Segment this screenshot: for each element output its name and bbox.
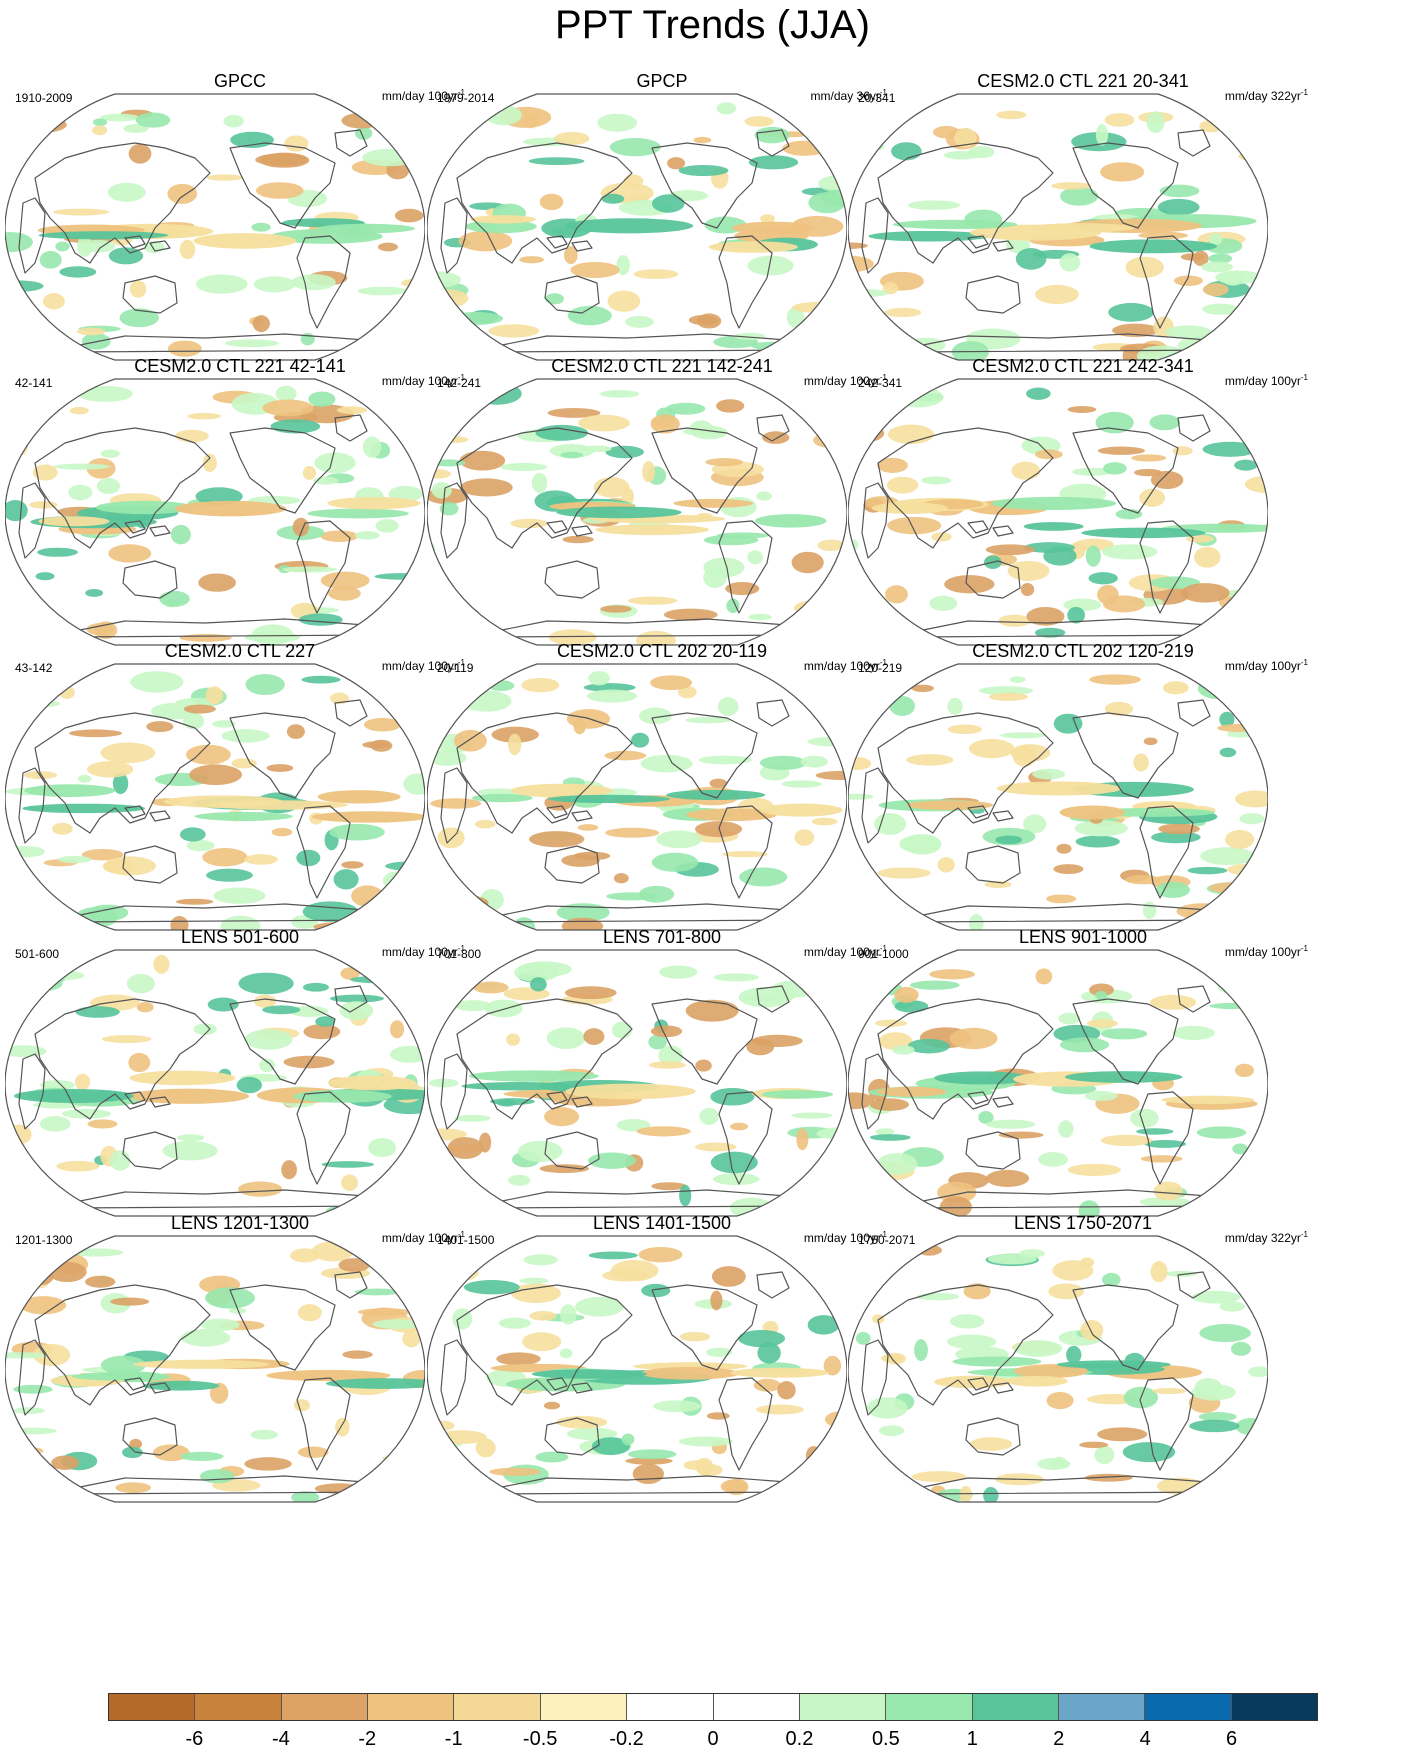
units-exponent: -1 xyxy=(1301,1230,1308,1239)
colorbar-tick-label: 0.2 xyxy=(786,1728,814,1751)
map-panel: CESM2.0 CTL 221 42-141 42-141 mm/day 100yr… xyxy=(5,355,475,675)
colorbar-box xyxy=(886,1694,972,1720)
colorbar-tick-label: -2 xyxy=(358,1728,376,1751)
world-map xyxy=(5,88,425,368)
units-exponent: -1 xyxy=(1301,944,1308,953)
map-panel: LENS 501-600 501-600 mm/day 100yr-1 xyxy=(5,926,475,1246)
world-map xyxy=(427,944,847,1224)
world-map xyxy=(5,658,425,938)
map-panel: LENS 1750-2071 1750-2071 mm/day 322yr-1 xyxy=(848,1212,1318,1532)
colorbar-tick-label: -4 xyxy=(272,1728,290,1751)
world-map xyxy=(427,1230,847,1510)
world-map xyxy=(5,1230,425,1510)
map-panel: CESM2.0 CTL 221 20-341 20-341 mm/day 322yr… xyxy=(848,70,1318,390)
map-panel: GPCC 1910-2009 mm/day 100yr-1 xyxy=(5,70,475,390)
map-panel: LENS 901-1000 901-1000 mm/day 100yr-1 xyxy=(848,926,1318,1246)
colorbar-tick-label: 2 xyxy=(1053,1728,1064,1751)
colorbar-box xyxy=(454,1694,540,1720)
colorbar-box xyxy=(368,1694,454,1720)
world-map xyxy=(848,658,1268,938)
colorbar-box xyxy=(1145,1694,1231,1720)
colorbar-box xyxy=(109,1694,195,1720)
colorbar-tick-label: 0.5 xyxy=(872,1728,900,1751)
colorbar-tick-label: -1 xyxy=(445,1728,463,1751)
colorbar-box xyxy=(1232,1694,1317,1720)
map-panel: CESM2.0 CTL 202 20-119 20-119 mm/day 100yr… xyxy=(427,640,897,960)
colorbar-tick-label: -6 xyxy=(186,1728,204,1751)
colorbar-tick-label: -0.2 xyxy=(609,1728,643,1751)
colorbar-tick-label: 6 xyxy=(1226,1728,1237,1751)
colorbar-tick-label: 0 xyxy=(707,1728,718,1751)
world-map xyxy=(5,944,425,1224)
colorbar-box xyxy=(1059,1694,1145,1720)
world-map xyxy=(5,373,425,653)
colorbar-box xyxy=(627,1694,713,1720)
world-map xyxy=(427,658,847,938)
colorbar-box xyxy=(195,1694,281,1720)
map-panel: LENS 1401-1500 1401-1500 mm/day 100yr-1 xyxy=(427,1212,897,1532)
colorbar-box xyxy=(714,1694,800,1720)
units-exponent: -1 xyxy=(1301,373,1308,382)
units-exponent: -1 xyxy=(1301,88,1308,97)
colorbar-tick-label: 4 xyxy=(1140,1728,1151,1751)
colorbar-box xyxy=(973,1694,1059,1720)
map-panel: CESM2.0 CTL 221 242-341 242-341 mm/day 100… xyxy=(848,355,1318,675)
map-panel: LENS 1201-1300 1201-1300 mm/day 100yr-1 xyxy=(5,1212,475,1532)
world-map xyxy=(848,373,1268,653)
colorbar-box xyxy=(800,1694,886,1720)
colorbar xyxy=(108,1693,1318,1721)
world-map xyxy=(427,373,847,653)
colorbar-box xyxy=(282,1694,368,1720)
colorbar-tick-label: 1 xyxy=(967,1728,978,1751)
world-map xyxy=(848,1230,1268,1510)
colorbar-box xyxy=(541,1694,627,1720)
map-panel: GPCP 1979-2014 mm/day 36yr-1 xyxy=(427,70,897,390)
units-exponent: -1 xyxy=(1301,658,1308,667)
map-panel: LENS 701-800 701-800 mm/day 100yr-1 xyxy=(427,926,897,1246)
world-map xyxy=(427,88,847,368)
world-map xyxy=(848,944,1268,1224)
map-panel: CESM2.0 CTL 202 120-219 120-219 mm/day 100… xyxy=(848,640,1318,960)
colorbar-tick-label: -0.5 xyxy=(523,1728,557,1751)
world-map xyxy=(848,88,1268,368)
map-panel: CESM2.0 CTL 227 43-142 mm/day 100yr-1 xyxy=(5,640,475,960)
figure-title: PPT Trends (JJA) xyxy=(0,0,1425,50)
map-panel: CESM2.0 CTL 221 142-241 142-241 mm/day 100… xyxy=(427,355,897,675)
